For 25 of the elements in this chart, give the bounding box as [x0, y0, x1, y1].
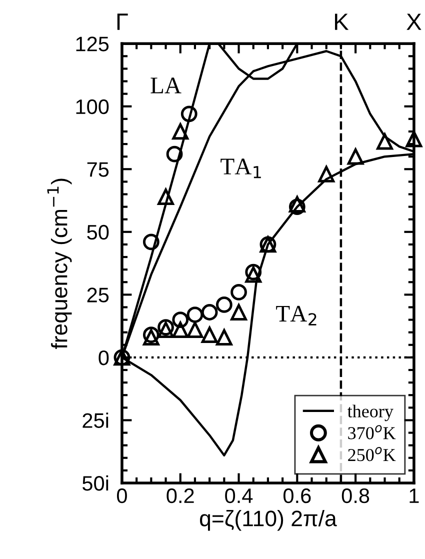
legend-label: 250$^{o}$K	[348, 446, 396, 462]
text: Γ	[117, 14, 128, 30]
y-tick-label: 50	[87, 224, 109, 240]
y-tick-label: 25i	[82, 412, 108, 428]
annotation: TA$_{2}$	[276, 306, 316, 326]
y-tick-label: 0	[98, 350, 109, 366]
text: K	[335, 14, 349, 30]
y-tick-label: 100	[76, 99, 109, 114]
x-tick-label: 1	[410, 488, 419, 503]
x-tick-label: 0	[116, 488, 127, 504]
annotation: LA	[150, 78, 182, 94]
x-tick-label: 0.6	[283, 488, 311, 504]
text: X	[406, 14, 422, 30]
y-tick-label: 125	[76, 36, 109, 52]
legend-label: 370$^{o}$K	[348, 425, 396, 440]
x-tick-label: 0.8	[342, 488, 370, 504]
legend-label: theory	[348, 404, 394, 422]
y-tick-label: 75	[87, 162, 109, 177]
y-axis-title: frequency (cm$^{−1}$)	[47, 178, 72, 349]
x-tick-label: 0.4	[225, 488, 253, 504]
y-tick-label: 25	[87, 288, 109, 302]
x-axis-title: q=ζ(110) 2π/a	[200, 510, 337, 531]
x-tick-label: 0.2	[166, 488, 194, 504]
annotation: TA$_{1}$	[220, 158, 261, 178]
y-tick-label: 50i	[82, 475, 108, 491]
